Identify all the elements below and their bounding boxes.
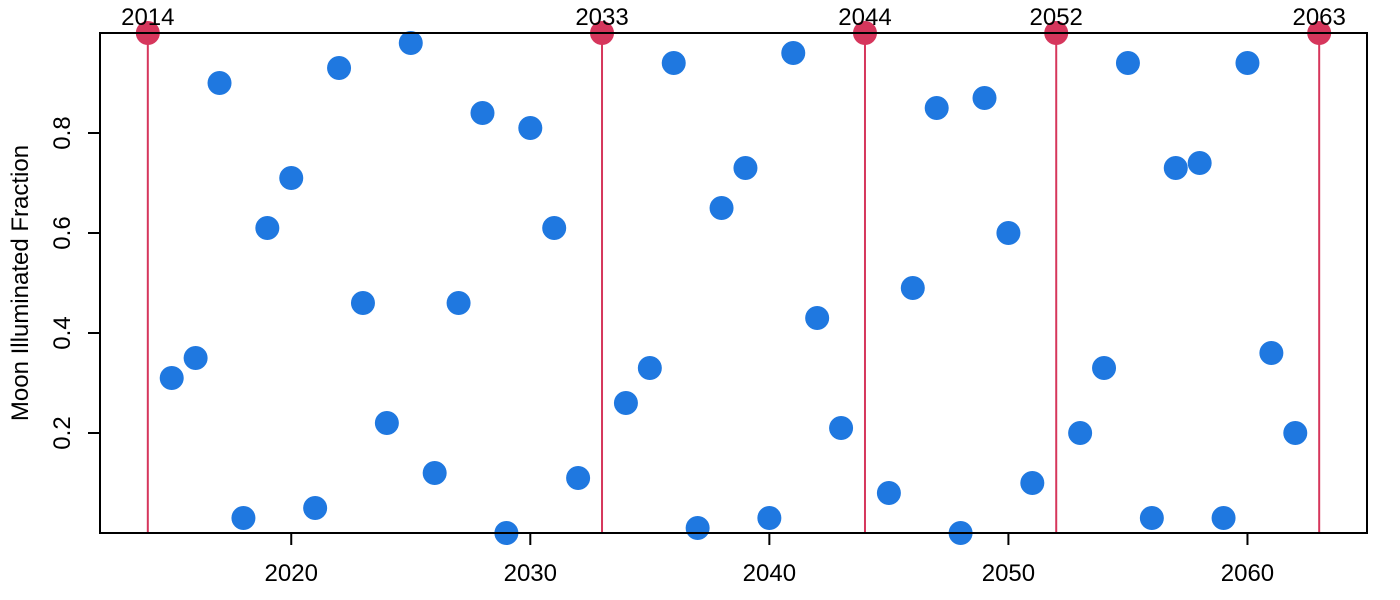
- data-point: [876, 481, 901, 505]
- data-point: [518, 116, 543, 140]
- y-axis: 0.2 0.4 0.6 0.8: [49, 116, 100, 450]
- y-tick-label: 0.4: [49, 316, 76, 349]
- highlight-label: 2044: [838, 4, 891, 31]
- data-point: [398, 31, 423, 55]
- data-point: [805, 306, 830, 330]
- data-point: [1259, 341, 1284, 365]
- highlight-label: 2063: [1292, 4, 1345, 31]
- data-point: [972, 86, 997, 110]
- data-point: [1211, 506, 1236, 530]
- x-axis: 2020 2030 2040 2050 2060: [265, 532, 1274, 587]
- data-point: [1187, 151, 1212, 175]
- highlight-label: 2052: [1030, 4, 1083, 31]
- data-point: [661, 51, 686, 75]
- highlight-label: 2033: [575, 4, 628, 31]
- highlight-lines: [146, 33, 1321, 533]
- data-point: [733, 156, 758, 180]
- data-point: [159, 366, 184, 390]
- highlight-label: 2014: [121, 4, 174, 31]
- y-tick-label: 0.8: [49, 116, 76, 149]
- data-point: [924, 96, 949, 120]
- data-point: [374, 411, 399, 435]
- y-tick-label: 0.2: [49, 416, 76, 449]
- data-point: [183, 346, 208, 370]
- data-point: [781, 41, 806, 65]
- data-points: [159, 31, 1308, 545]
- x-tick-label: 2060: [1221, 560, 1274, 587]
- data-point: [996, 221, 1021, 245]
- data-point: [279, 166, 304, 190]
- data-point: [566, 466, 591, 490]
- data-point: [422, 461, 447, 485]
- data-point: [1163, 156, 1188, 180]
- data-point: [1068, 421, 1093, 445]
- highlight-labels: 2014 2033 2044 2052 2063: [121, 4, 1346, 31]
- data-point: [470, 101, 495, 125]
- x-tick-label: 2030: [504, 560, 557, 587]
- x-tick-label: 2040: [743, 560, 796, 587]
- data-point: [350, 291, 375, 315]
- data-point: [829, 416, 854, 440]
- data-point: [1115, 51, 1140, 75]
- data-point: [231, 506, 256, 530]
- data-point: [1092, 356, 1117, 380]
- data-point: [207, 71, 232, 95]
- data-point: [900, 276, 925, 300]
- data-point: [1235, 51, 1260, 75]
- plot-area-frame: [99, 32, 1368, 534]
- data-point: [613, 391, 638, 415]
- data-point: [542, 216, 567, 240]
- x-tick-label: 2020: [265, 560, 318, 587]
- data-point: [255, 216, 280, 240]
- data-point: [1020, 471, 1045, 495]
- data-point: [1283, 421, 1308, 445]
- data-point: [446, 291, 471, 315]
- y-tick-label: 0.6: [49, 216, 76, 249]
- y-axis-title: Moon Illuminated Fraction: [7, 145, 34, 421]
- data-point: [1139, 506, 1164, 530]
- data-point: [709, 196, 734, 220]
- data-point: [637, 356, 662, 380]
- data-point: [327, 56, 352, 80]
- data-point: [757, 506, 782, 530]
- data-point: [303, 496, 328, 520]
- x-tick-label: 2050: [982, 560, 1035, 587]
- data-point: [685, 516, 710, 540]
